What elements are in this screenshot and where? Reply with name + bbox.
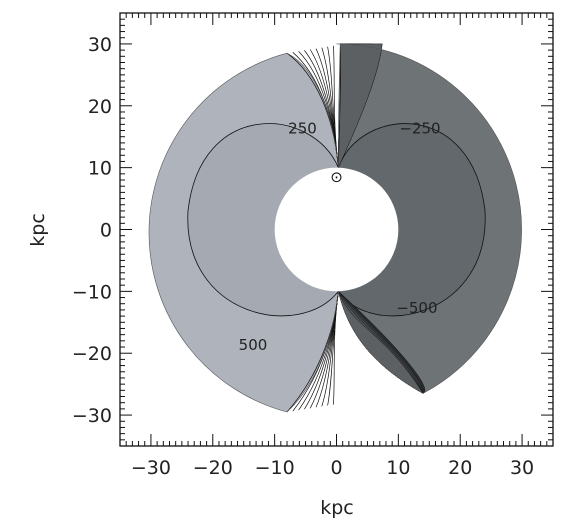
x-tick-label: 30 bbox=[510, 457, 534, 479]
y-tick-label: −20 bbox=[72, 343, 112, 365]
y-tick-label: 10 bbox=[88, 158, 112, 180]
right-top-shade-band bbox=[338, 43, 383, 168]
x-tick-label: −10 bbox=[255, 457, 295, 479]
contour-label: −250 bbox=[399, 120, 440, 138]
contour-line-layer bbox=[148, 43, 522, 413]
axis-ticks bbox=[119, 12, 554, 447]
x-tick-label: −30 bbox=[131, 457, 171, 479]
contour-label: 250 bbox=[288, 120, 317, 138]
contour-line-left-top bbox=[333, 45, 339, 168]
inner-hole-disk bbox=[274, 167, 399, 292]
tick-labels: −30 −20 −10 0 10 20 30 30 20 10 0 −10 −20 −30 bbox=[72, 34, 534, 479]
y-tick-label: −10 bbox=[72, 281, 112, 303]
x-tick-label: −20 bbox=[193, 457, 233, 479]
x-tick-label: 20 bbox=[448, 457, 472, 479]
y-axis-label: kpc bbox=[27, 213, 49, 247]
region-outline bbox=[148, 43, 522, 413]
y-tick-label: 30 bbox=[88, 34, 112, 56]
contour-labels: 250 −250 500 −500 bbox=[239, 120, 441, 355]
x-tick-label: 0 bbox=[330, 457, 342, 479]
contour-label: 500 bbox=[239, 336, 268, 354]
inner-hole bbox=[274, 167, 399, 292]
contour-fill-layer bbox=[149, 43, 522, 412]
contour-label: −500 bbox=[396, 299, 437, 317]
y-tick-label: 0 bbox=[100, 220, 112, 242]
sun-marker: ⊙ bbox=[330, 168, 343, 186]
x-tick-label: 10 bbox=[386, 457, 410, 479]
y-tick-label: 20 bbox=[88, 96, 112, 118]
y-tick-label: −30 bbox=[72, 405, 112, 427]
x-axis-label: kpc bbox=[320, 497, 354, 519]
